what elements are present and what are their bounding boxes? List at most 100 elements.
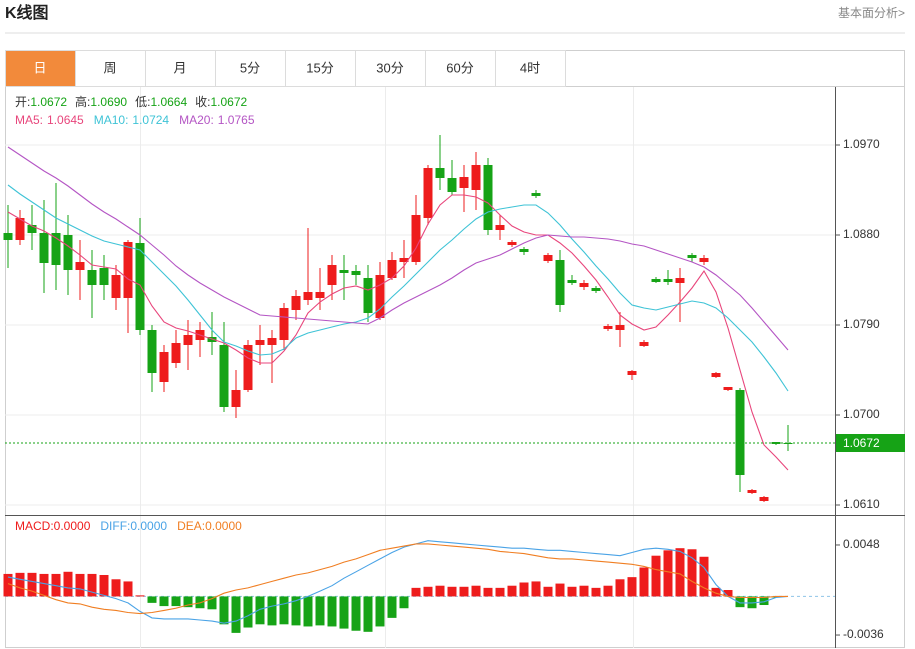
macd-bar [519, 582, 529, 597]
candle-body [627, 371, 637, 375]
macd-bar [687, 549, 697, 597]
macd-bar [231, 596, 241, 633]
tab-label[interactable]: 15分 [306, 60, 333, 75]
macd-bar [627, 577, 637, 597]
candle-body [243, 345, 253, 390]
macd-bar [351, 596, 361, 631]
tab[interactable] [75, 50, 146, 87]
line-series [7, 184, 789, 392]
macd-bar [447, 586, 457, 597]
candle-body [327, 265, 337, 285]
legend-name: DIFF: [100, 519, 130, 533]
macd-bar [267, 596, 277, 626]
candle-body [3, 233, 13, 240]
macd-bar [555, 583, 565, 597]
candle-body [111, 275, 121, 298]
grid [140, 87, 634, 648]
candle-body [579, 283, 589, 287]
macd-bar [171, 596, 181, 607]
readout-value: 1.0664 [150, 95, 187, 109]
macd-bar [423, 586, 433, 597]
macd-bar [459, 586, 469, 597]
legend-name: MA10: [94, 113, 129, 127]
candle-body [219, 345, 229, 407]
macd-bar [279, 596, 289, 625]
macd-bar [159, 596, 169, 607]
macd-bar [375, 596, 385, 627]
tab[interactable] [355, 50, 426, 87]
macd-bar [183, 596, 193, 608]
candle-body [267, 338, 277, 345]
line-series [7, 540, 789, 624]
tab-label[interactable]: 日 [33, 60, 46, 75]
candle-body [171, 343, 181, 363]
macd-bar [675, 548, 685, 597]
macd-bar [711, 587, 721, 597]
tab[interactable] [425, 50, 496, 87]
macd-bar [651, 555, 661, 597]
tab[interactable] [495, 50, 566, 87]
candle-body [663, 279, 673, 282]
line-series [7, 194, 789, 471]
candle-body [291, 296, 301, 310]
candle-body [339, 270, 349, 273]
tab-label[interactable]: 4时 [520, 60, 540, 75]
macd-bar [399, 596, 409, 609]
candle-body [99, 268, 109, 285]
macd-bar [135, 595, 145, 597]
readout-name: 收: [195, 95, 210, 109]
analysis-link[interactable]: 基本面分析> [838, 6, 905, 20]
tab-label[interactable]: 60分 [446, 60, 473, 75]
macd-bar [735, 596, 745, 608]
tab[interactable] [285, 50, 356, 87]
candle-body [591, 288, 601, 291]
macd-bar [27, 572, 37, 597]
macd-bar [39, 573, 49, 597]
macd-bar [315, 596, 325, 626]
legend-name: MACD: [15, 519, 54, 533]
tab-label[interactable]: 5分 [240, 60, 260, 75]
legend-value: 0.0000 [205, 519, 242, 533]
candle-body [519, 249, 529, 252]
candle-body [435, 168, 445, 178]
line-series [7, 146, 789, 351]
y-tick-label: 1.0970 [843, 137, 880, 151]
tab-label[interactable]: 周 [103, 60, 116, 75]
candle-body [651, 279, 661, 282]
last-price-label: 1.0672 [843, 436, 880, 450]
legend: MACD:0.0000 DIFF:0.0000 DEA:0.0000 [15, 519, 242, 533]
macd-bar [411, 587, 421, 597]
candle-body [615, 325, 625, 330]
macd-bar [507, 585, 517, 597]
tab-label[interactable]: 30分 [376, 60, 403, 75]
page-title: K线图 [5, 3, 49, 22]
candle-body [231, 390, 241, 407]
candle-body [423, 168, 433, 218]
macd-bar [723, 590, 733, 597]
legend-value: 0.0000 [130, 519, 167, 533]
legend-value: 0.0000 [54, 519, 91, 533]
tab[interactable] [145, 50, 216, 87]
line-series [7, 543, 788, 615]
macd-bar [543, 586, 553, 597]
macd-bar [483, 587, 493, 597]
candle-body [315, 292, 325, 298]
tab[interactable] [5, 50, 76, 87]
candle-body [495, 225, 505, 230]
y-tick-label: -0.0036 [843, 627, 884, 641]
candle-body [183, 335, 193, 345]
candle-body [399, 258, 409, 262]
y-tick-label: 1.0700 [843, 407, 880, 421]
macd-bar [339, 596, 349, 629]
legend-name: MA5: [15, 113, 43, 127]
macd-bar [435, 585, 445, 597]
macd-bar [3, 573, 13, 597]
candle-body [411, 215, 421, 262]
tab-label[interactable]: 月 [173, 60, 186, 75]
candle-body [87, 270, 97, 285]
candle-body [147, 330, 157, 373]
candle-body [159, 352, 169, 382]
candle-body [711, 373, 721, 377]
candle-body [687, 255, 697, 258]
candle-body [483, 165, 493, 230]
